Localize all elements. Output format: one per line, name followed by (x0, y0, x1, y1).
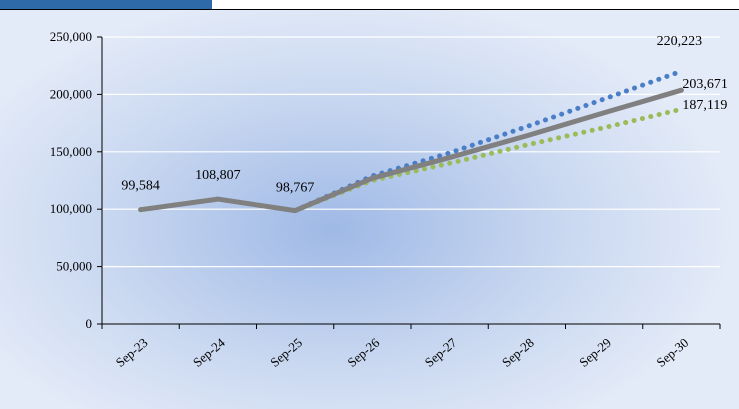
x-tick-label: Sep-23 (113, 335, 151, 370)
data-label: 98,767 (276, 181, 315, 196)
data-label: 187,119 (682, 98, 727, 113)
x-tick-label: Sep-29 (576, 335, 614, 370)
y-tick-label: 150,000 (50, 144, 92, 159)
x-tick-label: Sep-24 (190, 334, 228, 369)
x-tick-label: Sep-27 (422, 334, 460, 369)
y-tick-labels: 0 50,000 100,000 150,000 200,000 250,000 (50, 29, 92, 331)
x-tick-label: Sep-30 (653, 335, 691, 370)
data-label: 99,584 (121, 179, 160, 194)
x-tick-labels: Sep-23 Sep-24 Sep-25 Sep-26 Sep-27 Sep-28 Sep-… (113, 334, 692, 369)
series-line-1 (295, 71, 681, 210)
x-tick-label: Sep-26 (344, 334, 382, 369)
data-label: 220,223 (657, 34, 703, 49)
y-tick-label: 50,000 (56, 259, 92, 274)
x-tick-label: Sep-28 (499, 335, 537, 370)
x-tick-label: Sep-25 (267, 335, 305, 370)
gridlines (102, 37, 720, 267)
y-tick-label: 200,000 (50, 86, 92, 101)
axes (97, 37, 720, 329)
series-line-2 (141, 109, 682, 210)
series-line-0 (141, 90, 682, 210)
series-lines (141, 71, 682, 210)
data-labels: 99,584 108,807 98,767 220,223 203,671 187,119 (121, 34, 728, 195)
y-tick-label: 250,000 (50, 29, 92, 44)
y-tick-label: 0 (86, 316, 93, 331)
data-label: 108,807 (195, 168, 241, 183)
y-tick-label: 100,000 (50, 201, 92, 216)
data-label: 203,671 (682, 77, 728, 92)
